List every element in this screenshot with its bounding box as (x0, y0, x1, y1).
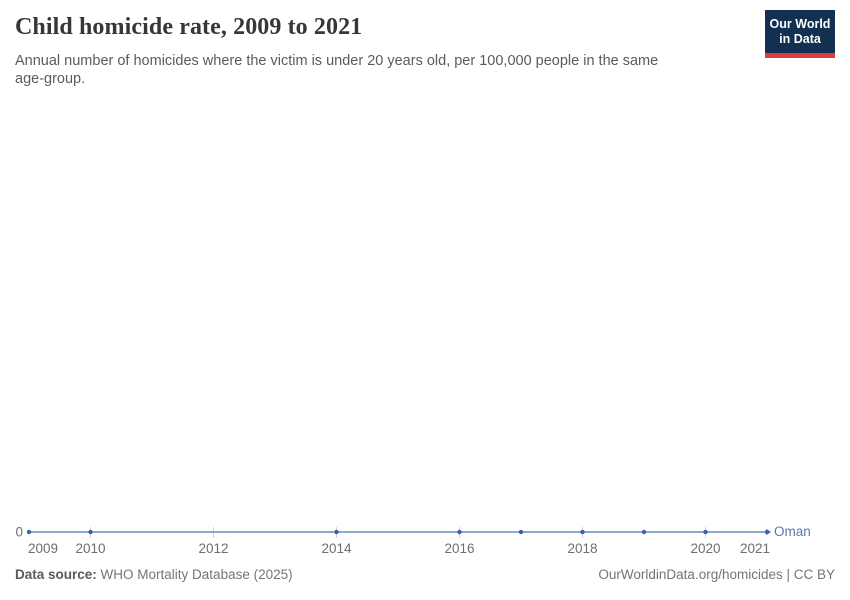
x-axis-label-2018: 2018 (567, 541, 597, 556)
x-axis-label-2020: 2020 (690, 541, 720, 556)
y-axis-label-0: 0 (15, 525, 23, 540)
x-axis-label-2009: 2009 (28, 541, 58, 556)
data-point-2014-value-0 (334, 529, 339, 535)
data-point-2016-value-0 (457, 529, 462, 535)
series-end-arrow (766, 529, 771, 535)
footer-source-text: WHO Mortality Database (2025) (100, 567, 293, 582)
data-point-2009-value-0 (26, 529, 32, 535)
entity-label-oman[interactable]: Oman (774, 524, 811, 539)
data-point-2020-value-0 (703, 529, 708, 535)
data-point-2019-value-0 (641, 529, 647, 535)
x-axis-label-2014: 2014 (321, 541, 352, 556)
chart-title: Child homicide rate, 2009 to 2021 (15, 14, 363, 40)
data-point-2017-value-0 (518, 529, 524, 535)
x-axis-label-2010: 2010 (75, 541, 105, 556)
chart-plot[interactable]: 0 2009 2010 2012 2014 2016 2018 2020 2021 Oman (0, 505, 850, 567)
data-point-2018-value-0 (580, 529, 585, 535)
owid-logo-line2: in Data (779, 32, 821, 46)
x-axis-label-2021: 2021 (740, 541, 770, 556)
data-point-2010-value-0 (88, 529, 93, 535)
footer-source-label: Data source: (15, 567, 97, 582)
footer-link[interactable]: OurWorldinData.org/homicides | CC BY (598, 567, 835, 582)
chart-footer: Data source: WHO Mortality Database (202… (15, 567, 835, 582)
owid-logo-line1: Our World (769, 17, 831, 31)
line-chart-canvas[interactable]: 0 2009 2010 2012 2014 2016 2018 2020 2021 (0, 505, 850, 567)
owid-logo: Our World in Data (765, 10, 835, 58)
footer-data-source: Data source: WHO Mortality Database (202… (15, 567, 293, 582)
chart-subtitle: Annual number of homicides where the vic… (15, 53, 659, 87)
x-axis-label-2016: 2016 (444, 541, 474, 556)
x-axis-label-2012: 2012 (198, 541, 228, 556)
